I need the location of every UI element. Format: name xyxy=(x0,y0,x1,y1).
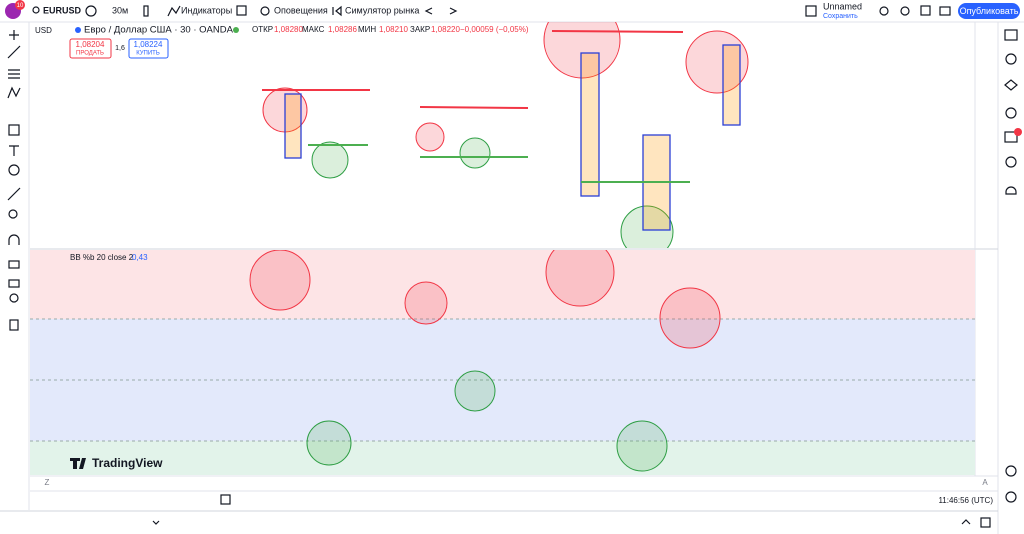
change: −0,00059 (−0,05%) xyxy=(460,25,529,34)
buy-button[interactable] xyxy=(128,38,169,59)
annotations xyxy=(262,22,749,248)
left-toolbar xyxy=(7,30,21,331)
buy[interactable]: КУПИТЬ xyxy=(136,51,160,57)
publish[interactable]: Опубликовать xyxy=(960,6,1019,16)
replay-icon xyxy=(332,5,342,17)
date-range[interactable] xyxy=(220,494,231,505)
interval[interactable]: 30м xyxy=(112,5,128,15)
indicator-annotations xyxy=(249,250,721,472)
sell-button[interactable] xyxy=(69,38,112,59)
undo[interactable] xyxy=(424,7,433,15)
indicator-last: 0,43 xyxy=(132,253,148,262)
notification-dot xyxy=(1014,128,1022,136)
add-symbol[interactable] xyxy=(85,5,97,17)
high-label: МАКС xyxy=(302,25,325,34)
collapse[interactable] xyxy=(961,519,971,525)
chart-type[interactable] xyxy=(143,5,149,17)
indicator-name: BB %b 20 close 2 xyxy=(70,253,134,262)
maximize[interactable] xyxy=(980,517,991,528)
spread: 1,6 xyxy=(115,45,125,52)
search-icon xyxy=(32,6,40,14)
currency: USD xyxy=(35,26,52,35)
watermark: TradingView xyxy=(92,456,163,470)
replay[interactable]: Симулятор рынка xyxy=(345,5,419,15)
indicators[interactable]: Индикаторы xyxy=(181,5,232,15)
open-label: ОТКР xyxy=(252,25,273,34)
dropdown[interactable] xyxy=(152,520,160,525)
badge-count: 10 xyxy=(17,3,24,9)
layout-name[interactable]: Unnamed xyxy=(823,1,862,11)
open: 1,08280 xyxy=(274,25,303,34)
low: 1,08210 xyxy=(379,25,408,34)
close: 1,08220 xyxy=(431,25,460,34)
high: 1,08286 xyxy=(328,25,357,34)
close-label: ЗАКР xyxy=(410,25,430,34)
sell-price[interactable]: 1,08204 xyxy=(76,40,105,49)
redo[interactable] xyxy=(449,7,458,15)
fullscreen[interactable] xyxy=(920,5,931,16)
quick-search[interactable] xyxy=(879,6,889,16)
symbol[interactable]: EURUSD xyxy=(43,5,82,15)
alerts-icon xyxy=(260,6,270,16)
watermark-logo xyxy=(70,458,86,469)
indicators-icon xyxy=(167,5,181,17)
sell[interactable]: ПРОДАТЬ xyxy=(76,51,104,57)
auto-scale[interactable]: A xyxy=(982,478,988,487)
instrument: Евро / Доллар США · 30 · OANDA xyxy=(84,25,234,36)
templates[interactable] xyxy=(236,5,247,16)
indicator-bands xyxy=(30,250,975,475)
save[interactable]: Сохранить xyxy=(823,13,858,20)
flag xyxy=(75,27,81,33)
top-toolbar xyxy=(0,0,1024,22)
publish-button[interactable] xyxy=(958,3,1020,19)
time-start[interactable]: Z xyxy=(45,478,50,487)
buy-price[interactable]: 1,08224 xyxy=(134,40,163,49)
layout-icon[interactable] xyxy=(805,5,817,17)
clock: 11:46:56 (UTC) xyxy=(938,496,993,505)
alerts[interactable]: Оповещения xyxy=(274,5,328,15)
low-label: МИН xyxy=(358,25,376,34)
settings[interactable] xyxy=(900,6,910,16)
badge xyxy=(15,0,25,10)
right-toolbar xyxy=(1004,29,1018,503)
snapshot[interactable] xyxy=(939,6,951,16)
status xyxy=(233,27,239,33)
